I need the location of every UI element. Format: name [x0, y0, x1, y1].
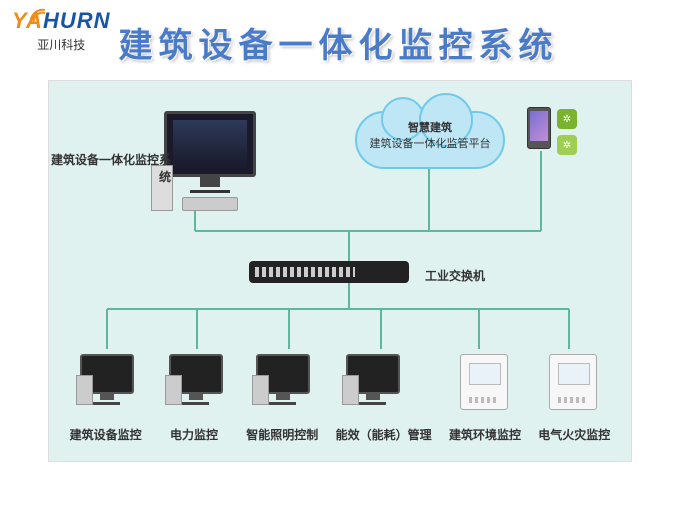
cloud-node: 智慧建筑 建筑设备一体化监管平台 [355, 111, 505, 169]
pc-tower-icon [76, 375, 93, 405]
terminal-node: 能效（能耗）管理 [336, 354, 432, 443]
terminal-node: 建筑设备监控 [70, 354, 142, 443]
pc-tower-icon [252, 375, 269, 405]
brand-logo: YAHURN 亚川科技 [12, 8, 111, 53]
wechat-icon: ✲ [557, 109, 577, 129]
terminal-label: 建筑设备监控 [70, 426, 142, 443]
logo-blue: HURN [43, 8, 111, 33]
switch-label: 工业交换机 [425, 267, 485, 284]
terminal-node: 电气火灾监控 [538, 354, 610, 443]
server-monitor-icon [164, 111, 256, 177]
architecture-diagram: 建筑设备一体化监控系统 智慧建筑 建筑设备一体化监管平台 ✲ ✲ 工业交换机 建… [48, 80, 632, 462]
terminal-label: 能效（能耗）管理 [336, 426, 432, 443]
logo-arc-icon [29, 6, 47, 28]
cloud-line2: 建筑设备一体化监管平台 [361, 135, 499, 151]
switch-icon [249, 261, 409, 283]
terminal-node: 智能照明控制 [246, 354, 318, 443]
phone-icon [527, 107, 551, 149]
pc-tower-icon [165, 375, 182, 405]
pc-tower-icon [342, 375, 359, 405]
terminal-label: 智能照明控制 [246, 426, 318, 443]
terminal-label: 电力监控 [159, 426, 229, 443]
logo-subtitle: 亚川科技 [12, 36, 111, 53]
terminal-node: 电力监控 [159, 354, 229, 443]
terminal-label: 建筑环境监控 [449, 426, 521, 443]
terminal-row: 建筑设备监控 电力监控 智能照明控制 能效（能耗）管理 建筑环境监控 电气火灾监… [49, 354, 631, 443]
cloud-line1: 智慧建筑 [361, 119, 499, 135]
panel-icon [460, 354, 508, 410]
panel-icon [549, 354, 597, 410]
terminal-label: 电气火灾监控 [538, 426, 610, 443]
wechat-icon: ✲ [557, 135, 577, 155]
server-label: 建筑设备一体化监控系统 [51, 151, 171, 185]
terminal-node: 建筑环境监控 [449, 354, 521, 443]
keyboard-icon [182, 197, 238, 211]
